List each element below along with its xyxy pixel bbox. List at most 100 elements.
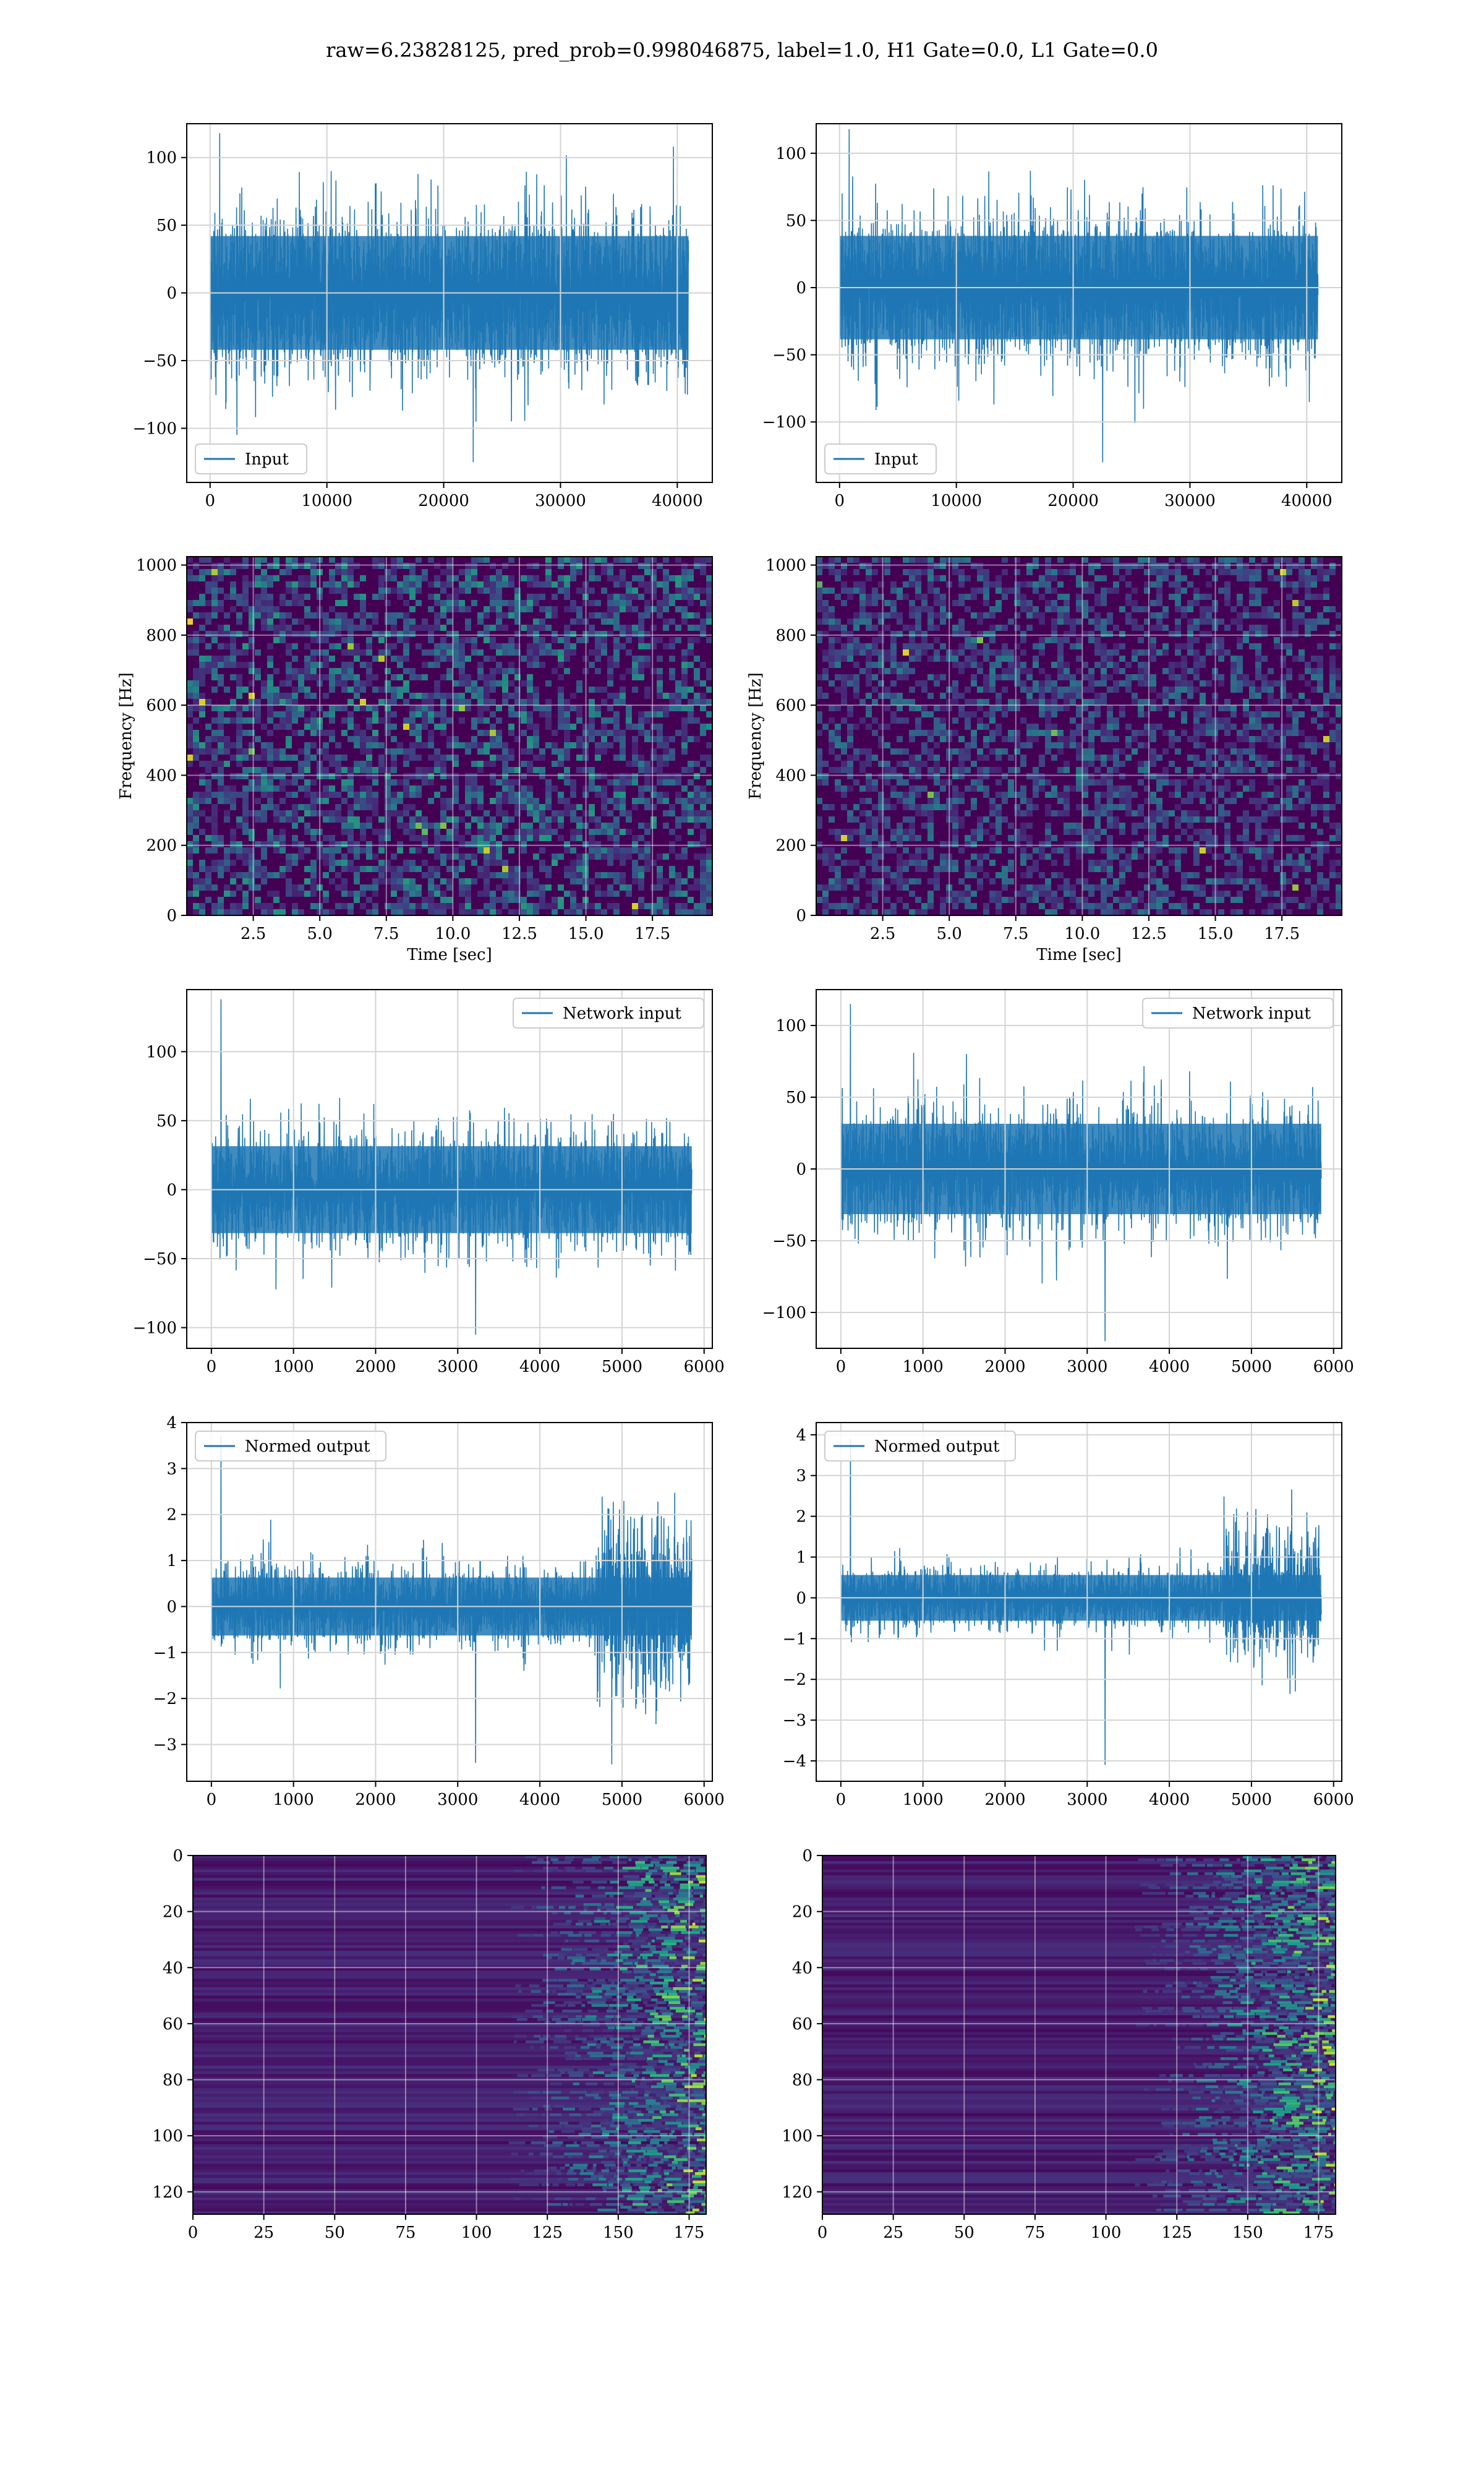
y-tick-label: −100 — [133, 1319, 177, 1338]
y-axis: −3 −2 −1 0 1 2 3 4 — [153, 1414, 187, 1755]
y-tick-label: 20 — [792, 1903, 812, 1922]
x-tick-label: 30000 — [1164, 492, 1216, 510]
y-tick-label: 0 — [166, 285, 177, 303]
x-tick-label: 12.5 — [501, 925, 537, 943]
x-tick-label: 100 — [461, 2224, 492, 2242]
legend-box — [195, 1431, 386, 1462]
legend-box — [195, 443, 307, 474]
x-tick-label: 17.5 — [634, 925, 670, 943]
x-tick-label: 2000 — [355, 1791, 396, 1809]
y-tick-label: −100 — [133, 419, 177, 438]
x-tick-label: 0 — [205, 492, 216, 510]
activation-rows — [193, 1856, 706, 2214]
x-tick-label: 17.5 — [1264, 925, 1300, 943]
y-tick-label: 0 — [166, 1181, 177, 1199]
x-axis: 0 25 50 75 100 125 150 175 — [817, 2214, 1334, 2242]
x-tick-label: 25 — [883, 2224, 903, 2242]
y-tick-label: 1000 — [765, 557, 806, 575]
plot-area — [193, 1856, 706, 2214]
x-tick-label: 30000 — [535, 492, 586, 510]
axes-frame — [192, 1855, 707, 2215]
x-tick-label: 150 — [1232, 2224, 1263, 2242]
chart-row4-right: 0 1000 2000 3000 4000 5000 6000 −4 −3 −2 −1 0 1 2 3 4 No… — [783, 1422, 1354, 1809]
x-axis: 0 1000 2000 3000 4000 5000 6000 — [207, 1348, 725, 1376]
x-tick-label: 2000 — [984, 1358, 1025, 1376]
x-tick-label: 6000 — [1313, 1791, 1354, 1809]
y-tick-label: 0 — [796, 907, 806, 925]
y-tick-label: 50 — [786, 212, 806, 230]
y-tick-label: 400 — [775, 766, 806, 785]
y-tick-label: 50 — [156, 1112, 177, 1131]
y-tick-label: 4 — [166, 1414, 177, 1432]
legend: Input — [824, 443, 937, 474]
x-axis: 0 1000 2000 3000 4000 5000 6000 — [836, 1781, 1354, 1809]
y-tick-label: 1 — [796, 1549, 806, 1567]
x-axis-label: Time [sec] — [407, 946, 492, 964]
plot-area — [187, 557, 712, 915]
y-tick-label: 50 — [156, 216, 177, 235]
y-tick-label: −1 — [783, 1630, 806, 1648]
x-tick-label: 1000 — [903, 1791, 944, 1809]
chart-row3-left: 0 1000 2000 3000 4000 5000 6000 −100 −50 0 50 100 Ne… — [133, 989, 725, 1376]
y-tick-label: 0 — [166, 1598, 177, 1616]
y-tick-label: −2 — [783, 1671, 806, 1689]
axes-frame — [186, 556, 713, 916]
y-tick-label: −50 — [772, 346, 806, 365]
axes-frame — [816, 556, 1342, 916]
y-tick-label: 600 — [775, 696, 806, 715]
x-tick-label: 100 — [1091, 2224, 1122, 2242]
y-tick-label: 0 — [802, 1847, 812, 1865]
x-axis: 2.5 5.0 7.5 10.0 12.5 15.0 17.5 — [870, 915, 1300, 943]
x-tick-label: 0 — [836, 1358, 846, 1376]
chart-row4-left: 0 1000 2000 3000 4000 5000 6000 −3 −2 −1 0 1 2 3 4 Norm… — [153, 1414, 725, 1809]
x-tick-label: 2000 — [355, 1358, 396, 1376]
x-tick-label: 15.0 — [1198, 925, 1234, 943]
x-tick-label: 4000 — [1149, 1358, 1190, 1376]
x-tick-label: 50 — [325, 2224, 345, 2242]
x-axis-label: Time [sec] — [1036, 946, 1122, 964]
grid-lines — [816, 1423, 1342, 1781]
plot-area — [840, 1004, 1322, 1342]
x-tick-label: 1000 — [273, 1358, 314, 1376]
axes-frame — [816, 1422, 1342, 1782]
x-tick-label: 3000 — [1067, 1358, 1107, 1376]
x-tick-label: 40000 — [1281, 492, 1333, 510]
legend-label: Normed output — [874, 1437, 1000, 1456]
y-axis: −4 −3 −2 −1 0 1 2 3 4 — [783, 1426, 816, 1771]
spectrogram-cells — [187, 557, 712, 915]
legend-label: Normed output — [245, 1437, 370, 1456]
legend-box — [824, 1431, 1016, 1462]
x-tick-label: 150 — [603, 2224, 634, 2242]
legend: Normed output — [195, 1431, 386, 1462]
x-tick-label: 1000 — [903, 1358, 944, 1376]
y-tick-label: −50 — [772, 1232, 806, 1251]
y-tick-label: 100 — [775, 145, 806, 163]
y-tick-label: 2 — [796, 1508, 806, 1526]
x-tick-label: 5000 — [602, 1791, 642, 1809]
y-tick-label: 60 — [792, 2015, 812, 2034]
y-tick-label: 100 — [152, 2127, 183, 2146]
y-tick-label: −100 — [762, 1304, 806, 1322]
y-tick-label: −4 — [783, 1752, 806, 1771]
x-tick-label: 5.0 — [937, 925, 962, 943]
y-tick-label: 120 — [152, 2183, 183, 2202]
x-tick-label: 5000 — [1231, 1791, 1272, 1809]
legend: Network input — [1142, 998, 1334, 1029]
y-axis: 0 200 400 600 800 1000 — [136, 557, 187, 925]
chart-row1-right: 0 10000 20000 30000 40000 −100 −50 0 50 100 Input — [762, 123, 1342, 510]
chart-row3-right: 0 1000 2000 3000 4000 5000 6000 −100 −50 0 50 100 Ne… — [762, 989, 1354, 1376]
y-tick-label: 0 — [796, 1160, 806, 1179]
y-tick-label: 0 — [173, 1847, 183, 1865]
x-axis: 0 1000 2000 3000 4000 5000 6000 — [207, 1781, 725, 1809]
grid-lines — [816, 557, 1342, 916]
grid-lines — [187, 990, 712, 1348]
y-tick-label: 80 — [792, 2071, 812, 2090]
x-tick-label: 6000 — [1313, 1358, 1354, 1376]
y-axis: 0 200 400 600 800 1000 — [765, 557, 816, 925]
chart-row5-right: 0 25 50 75 100 125 150 175 0 20 40 60 80 100 120 — [782, 1847, 1336, 2242]
axes-frame — [186, 1422, 713, 1782]
y-tick-label: 800 — [146, 627, 177, 645]
y-tick-label: 40 — [163, 1959, 183, 1977]
